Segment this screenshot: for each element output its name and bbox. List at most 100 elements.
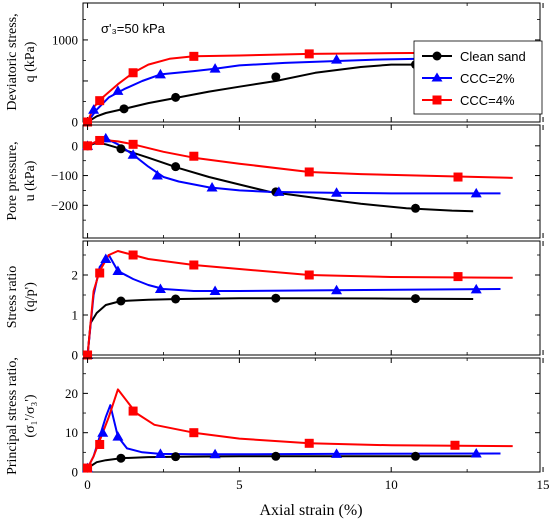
data-point-ccc2 — [206, 181, 218, 192]
panel-dev-ylabel-line2: q (kPa) — [23, 41, 38, 82]
data-point-clean — [171, 452, 181, 462]
data-point-ccc2 — [151, 170, 163, 180]
data-point-ccc2 — [273, 186, 285, 196]
data-point-ccc4 — [453, 172, 463, 182]
data-point-ccc2 — [154, 283, 166, 293]
data-point-ccc4 — [128, 139, 138, 149]
data-point-clean — [271, 293, 281, 303]
x-tick-label: 5 — [236, 477, 243, 492]
y-tick-label: 0 — [72, 348, 79, 363]
data-point-ccc2 — [209, 63, 221, 73]
legend-ccc2-label: CCC=2% — [460, 71, 515, 86]
y-tick-label: 1000 — [52, 32, 78, 47]
series-line-ccc2 — [86, 57, 498, 123]
panel-dev-ylabel-line1: Deviatoric stress, — [5, 13, 20, 110]
data-point-ccc2 — [88, 104, 100, 114]
data-point-clean — [411, 294, 421, 304]
legend-clean-label: Clean sand — [460, 49, 526, 64]
data-point-ccc4 — [453, 272, 463, 282]
x-tick-label: 15 — [537, 477, 550, 492]
data-point-clean — [411, 203, 421, 213]
data-point-clean — [119, 104, 129, 114]
y-tick-label: 0 — [72, 465, 79, 480]
data-point-ccc2 — [112, 431, 124, 441]
data-point-ccc2 — [112, 265, 124, 275]
panel-pore-ylabel-line2: u (kPa) — [23, 160, 38, 201]
legend-ccc2-marker — [431, 72, 443, 82]
panel-ratio-ylabel-line2: (q/p') — [23, 282, 38, 312]
data-point-ccc2 — [127, 149, 139, 159]
data-point-ccc2 — [209, 285, 221, 295]
data-point-ccc4 — [128, 406, 138, 416]
data-point-ccc4 — [83, 350, 93, 360]
data-point-clean — [171, 162, 181, 172]
series-line-clean — [87, 141, 474, 213]
data-point-clean — [116, 296, 126, 306]
data-point-ccc4 — [304, 49, 314, 59]
panel-pore-pressure: 0 −100 −200 — [51, 124, 544, 239]
data-point-ccc4 — [189, 51, 199, 61]
series-line-clean — [86, 297, 474, 356]
legend-clean-marker — [432, 51, 442, 61]
data-point-ccc2 — [331, 54, 343, 64]
data-point-ccc2 — [100, 253, 112, 263]
data-point-ccc4 — [189, 260, 199, 270]
data-point-ccc4 — [95, 439, 105, 449]
data-point-ccc2 — [331, 187, 343, 197]
data-point-ccc4 — [95, 268, 105, 278]
y-tick-label: 0 — [72, 115, 79, 130]
data-point-clean — [271, 72, 281, 82]
y-tick-label: 1 — [72, 308, 79, 323]
data-point-ccc2 — [331, 448, 343, 458]
data-point-clean — [116, 144, 126, 154]
series-line-ccc4 — [86, 250, 513, 356]
panel-principal-stress-ratio: 0 10 20 — [65, 357, 544, 480]
data-point-ccc2 — [154, 68, 166, 79]
series-line-ccc2 — [86, 254, 501, 356]
panel-ratio-frame — [82, 240, 541, 356]
panel-ratio-ylabel-line1: Stress ratio — [5, 266, 20, 329]
data-point-ccc2 — [97, 427, 109, 437]
y-tick-label: −200 — [51, 198, 78, 213]
data-point-clean — [411, 451, 421, 461]
y-tick-label: −100 — [51, 168, 78, 183]
x-tick-label: 10 — [385, 477, 398, 492]
legend-ccc4-label: CCC=4% — [460, 93, 515, 108]
panel-principal-ylabel-line2: (σ₁'/σ₃') — [23, 394, 38, 437]
data-point-ccc2 — [470, 187, 482, 198]
y-tick-label: 2 — [72, 268, 79, 283]
series-line-ccc2 — [87, 137, 501, 195]
series-line-clean — [87, 63, 465, 123]
data-point-ccc2 — [154, 448, 166, 458]
data-point-ccc2 — [470, 448, 482, 458]
data-point-ccc4 — [304, 438, 314, 448]
y-tick-label: 20 — [65, 386, 78, 401]
data-point-ccc4 — [128, 68, 138, 78]
data-point-ccc4 — [304, 270, 314, 280]
panel-principal-ylabel-line1: Principal stress ratio, — [5, 357, 20, 475]
data-point-ccc4 — [95, 96, 105, 106]
data-point-ccc4 — [128, 250, 138, 260]
panel-deviatoric-stress: 0 1000 — [52, 2, 544, 130]
panel-dev-annotation: σ'₃=50 kPa — [101, 21, 166, 36]
panel-pore-frame — [82, 124, 541, 239]
x-axis-label: Axial strain (%) — [259, 502, 362, 519]
y-tick-label: 0 — [72, 138, 79, 153]
data-point-ccc2 — [209, 448, 221, 459]
data-point-ccc4 — [450, 440, 460, 450]
data-point-ccc4 — [83, 117, 93, 127]
data-point-ccc4 — [189, 151, 199, 161]
panel-principal-frame — [82, 357, 541, 473]
legend: Clean sand CCC=2% CCC=4% — [413, 40, 543, 115]
data-point-ccc4 — [189, 428, 199, 438]
x-tick-label: 0 — [84, 477, 91, 492]
panel-stress-ratio: 0 1 2 — [72, 240, 544, 363]
data-point-ccc4 — [304, 167, 314, 177]
data-point-ccc2 — [331, 284, 343, 295]
data-point-ccc2 — [470, 283, 482, 294]
data-point-clean — [171, 92, 181, 102]
legend-ccc4-marker — [432, 95, 442, 105]
data-point-clean — [171, 294, 181, 304]
data-point-ccc4 — [95, 135, 105, 145]
